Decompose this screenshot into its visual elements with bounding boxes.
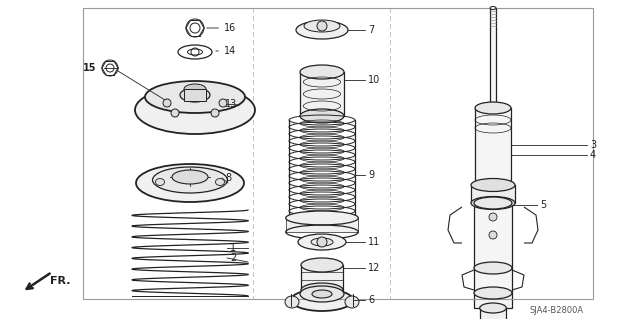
Ellipse shape xyxy=(184,84,206,94)
Ellipse shape xyxy=(471,197,515,210)
Ellipse shape xyxy=(136,164,244,202)
Circle shape xyxy=(219,99,227,107)
Text: 11: 11 xyxy=(368,237,380,247)
Ellipse shape xyxy=(285,296,299,308)
Bar xyxy=(480,308,506,319)
Text: 6: 6 xyxy=(368,295,374,305)
Ellipse shape xyxy=(304,20,340,32)
Ellipse shape xyxy=(145,81,245,113)
Text: FR.: FR. xyxy=(50,276,70,286)
Text: 8: 8 xyxy=(225,173,231,183)
Text: 13: 13 xyxy=(225,99,237,109)
Ellipse shape xyxy=(474,262,512,274)
Circle shape xyxy=(317,237,327,247)
Bar xyxy=(475,108,511,185)
Ellipse shape xyxy=(474,287,512,299)
Text: 7: 7 xyxy=(368,25,374,35)
Ellipse shape xyxy=(300,109,344,123)
Ellipse shape xyxy=(156,179,164,186)
Text: 2: 2 xyxy=(230,253,236,263)
Bar xyxy=(83,8,593,299)
Circle shape xyxy=(163,99,171,107)
Bar xyxy=(285,218,358,232)
Circle shape xyxy=(489,231,497,239)
Ellipse shape xyxy=(180,88,210,102)
Ellipse shape xyxy=(301,258,343,272)
Ellipse shape xyxy=(296,21,348,39)
Ellipse shape xyxy=(490,6,496,10)
Ellipse shape xyxy=(475,102,511,114)
Bar xyxy=(184,89,206,101)
Bar xyxy=(490,8,496,108)
Ellipse shape xyxy=(312,290,332,298)
Ellipse shape xyxy=(216,179,225,186)
Ellipse shape xyxy=(471,179,515,191)
Text: 5: 5 xyxy=(540,200,547,210)
Ellipse shape xyxy=(285,211,358,225)
Bar xyxy=(301,265,343,290)
Circle shape xyxy=(489,213,497,221)
Bar xyxy=(474,203,512,268)
Circle shape xyxy=(171,109,179,117)
Ellipse shape xyxy=(291,289,353,311)
Text: 9: 9 xyxy=(368,170,374,180)
Bar xyxy=(474,268,512,308)
Text: 12: 12 xyxy=(368,263,380,273)
Circle shape xyxy=(317,21,327,31)
Text: 4: 4 xyxy=(590,150,596,160)
Ellipse shape xyxy=(152,167,227,193)
Circle shape xyxy=(211,109,219,117)
Ellipse shape xyxy=(480,303,506,313)
Text: 10: 10 xyxy=(368,75,380,85)
Ellipse shape xyxy=(475,179,511,191)
Ellipse shape xyxy=(172,170,208,184)
Text: 1: 1 xyxy=(230,243,236,253)
Bar xyxy=(471,185,515,203)
Bar xyxy=(300,72,344,116)
Text: SJA4-B2800A: SJA4-B2800A xyxy=(530,306,584,315)
Ellipse shape xyxy=(311,238,333,246)
Ellipse shape xyxy=(300,65,344,79)
Text: 15: 15 xyxy=(83,63,96,73)
Text: 3: 3 xyxy=(590,140,596,150)
Ellipse shape xyxy=(135,86,255,134)
Text: 16: 16 xyxy=(207,23,236,33)
Text: 14: 14 xyxy=(216,46,236,56)
Ellipse shape xyxy=(298,234,346,250)
Ellipse shape xyxy=(300,286,344,302)
Ellipse shape xyxy=(345,296,359,308)
Ellipse shape xyxy=(301,283,343,297)
Ellipse shape xyxy=(474,197,512,209)
